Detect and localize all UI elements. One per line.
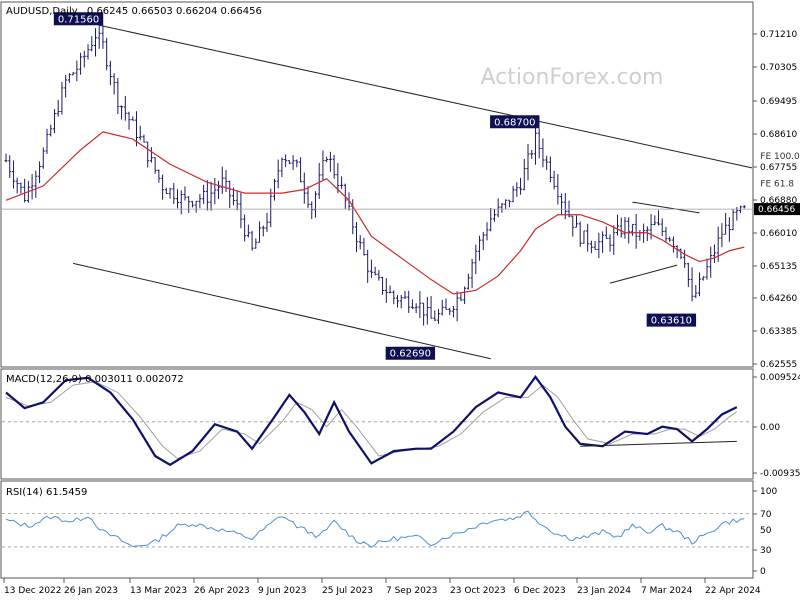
- symbol-label: AUDUSD,Daily: [6, 6, 78, 17]
- rsi-panel: [0, 480, 754, 579]
- rsi-axis-label: 70: [760, 510, 772, 520]
- date-axis-label: 13 Mar 2023: [130, 586, 187, 596]
- rsi-axis-label: 0: [760, 567, 766, 577]
- rsi-title: RSI(14) 61.5459: [6, 487, 87, 498]
- price-annotation-label: 0.62690: [390, 349, 431, 360]
- rsi-axis-label: 100: [760, 487, 777, 497]
- channel-upper-line: [99, 24, 753, 169]
- rsi-axis-label: 50: [760, 526, 772, 536]
- macd-panel: [0, 368, 754, 480]
- date-axis-label: 6 Dec 2023: [514, 586, 566, 596]
- watermark: ActionForex.com: [481, 65, 664, 90]
- date-axis-label: 23 Jan 2024: [577, 586, 631, 596]
- price-axis-label: 0.66880: [760, 196, 797, 206]
- price-annotation-box: [53, 12, 104, 26]
- price-axis-label: 0.64260: [760, 294, 797, 304]
- svg-text:AUDUSD,Daily 0.66245 0.665: AUDUSD,Daily 0.66245 0.66503 0.66204 0.6…: [6, 6, 262, 17]
- date-axis-label: 23 Oct 2023: [450, 586, 506, 596]
- date-axis-label: 26 Jan 2023: [64, 586, 118, 596]
- current-price-label: 0.66456: [758, 205, 795, 215]
- rsi-line: [5, 510, 745, 548]
- channel-lower-line: [73, 262, 491, 360]
- price-panel: [0, 1, 754, 368]
- rsi-axis-label: 30: [760, 546, 772, 556]
- price-axis-label: 0.69495: [760, 97, 797, 107]
- moving-average-line: [5, 131, 745, 295]
- price-annotation-label: 0.71560: [58, 14, 99, 25]
- price-annotation-label: 0.68700: [494, 117, 535, 128]
- ohlc-values: 0.66245 0.66503 0.66204 0.66456: [87, 6, 262, 17]
- price-axis-label: 0.68610: [760, 130, 797, 140]
- fe-level-label: FE 61.8: [760, 180, 794, 190]
- macd-support-line: [580, 440, 737, 447]
- price-axis-label: 0.63385: [760, 327, 797, 337]
- date-axis-label: 9 Jun 2023: [258, 586, 306, 596]
- price-axis-label: 0.65135: [760, 262, 797, 272]
- price-axis-label: 0.70305: [760, 63, 797, 73]
- date-axis-label: 25 Jul 2023: [322, 586, 373, 596]
- price-annotation-box: [385, 346, 436, 360]
- macd-axis-label: -0.00935: [760, 469, 800, 479]
- fe-level-label: FE 100.0: [760, 152, 800, 162]
- price-axis-label: 0.66010: [760, 229, 797, 239]
- price-annotation-box: [646, 313, 697, 327]
- price-annotation-label: 0.63610: [651, 316, 692, 327]
- date-axis-label: 26 Apr 2023: [194, 586, 250, 596]
- date-axis-label: 7 Mar 2024: [641, 586, 693, 596]
- current-price-box: [754, 203, 800, 216]
- price-annotation-box: [490, 115, 540, 129]
- macd-axis-label: 0.00: [760, 423, 780, 433]
- price-axis-label: 0.71210: [760, 30, 797, 40]
- macd-title: MACD(12,26,9) 0.003011 0.002072: [6, 374, 184, 385]
- macd-axis-label: 0.009524: [760, 373, 800, 383]
- price-axis-label: 0.62555: [760, 360, 797, 370]
- date-axis-label: 13 Dec 2022: [4, 586, 62, 596]
- triangle-top-line: [632, 201, 700, 214]
- price-axis-label: 0.67755: [760, 163, 797, 173]
- triangle-bottom-line: [609, 264, 678, 284]
- macd-line: [5, 374, 738, 467]
- date-axis-label: 22 Apr 2024: [705, 586, 761, 596]
- date-axis-label: 7 Sep 2023: [386, 586, 437, 596]
